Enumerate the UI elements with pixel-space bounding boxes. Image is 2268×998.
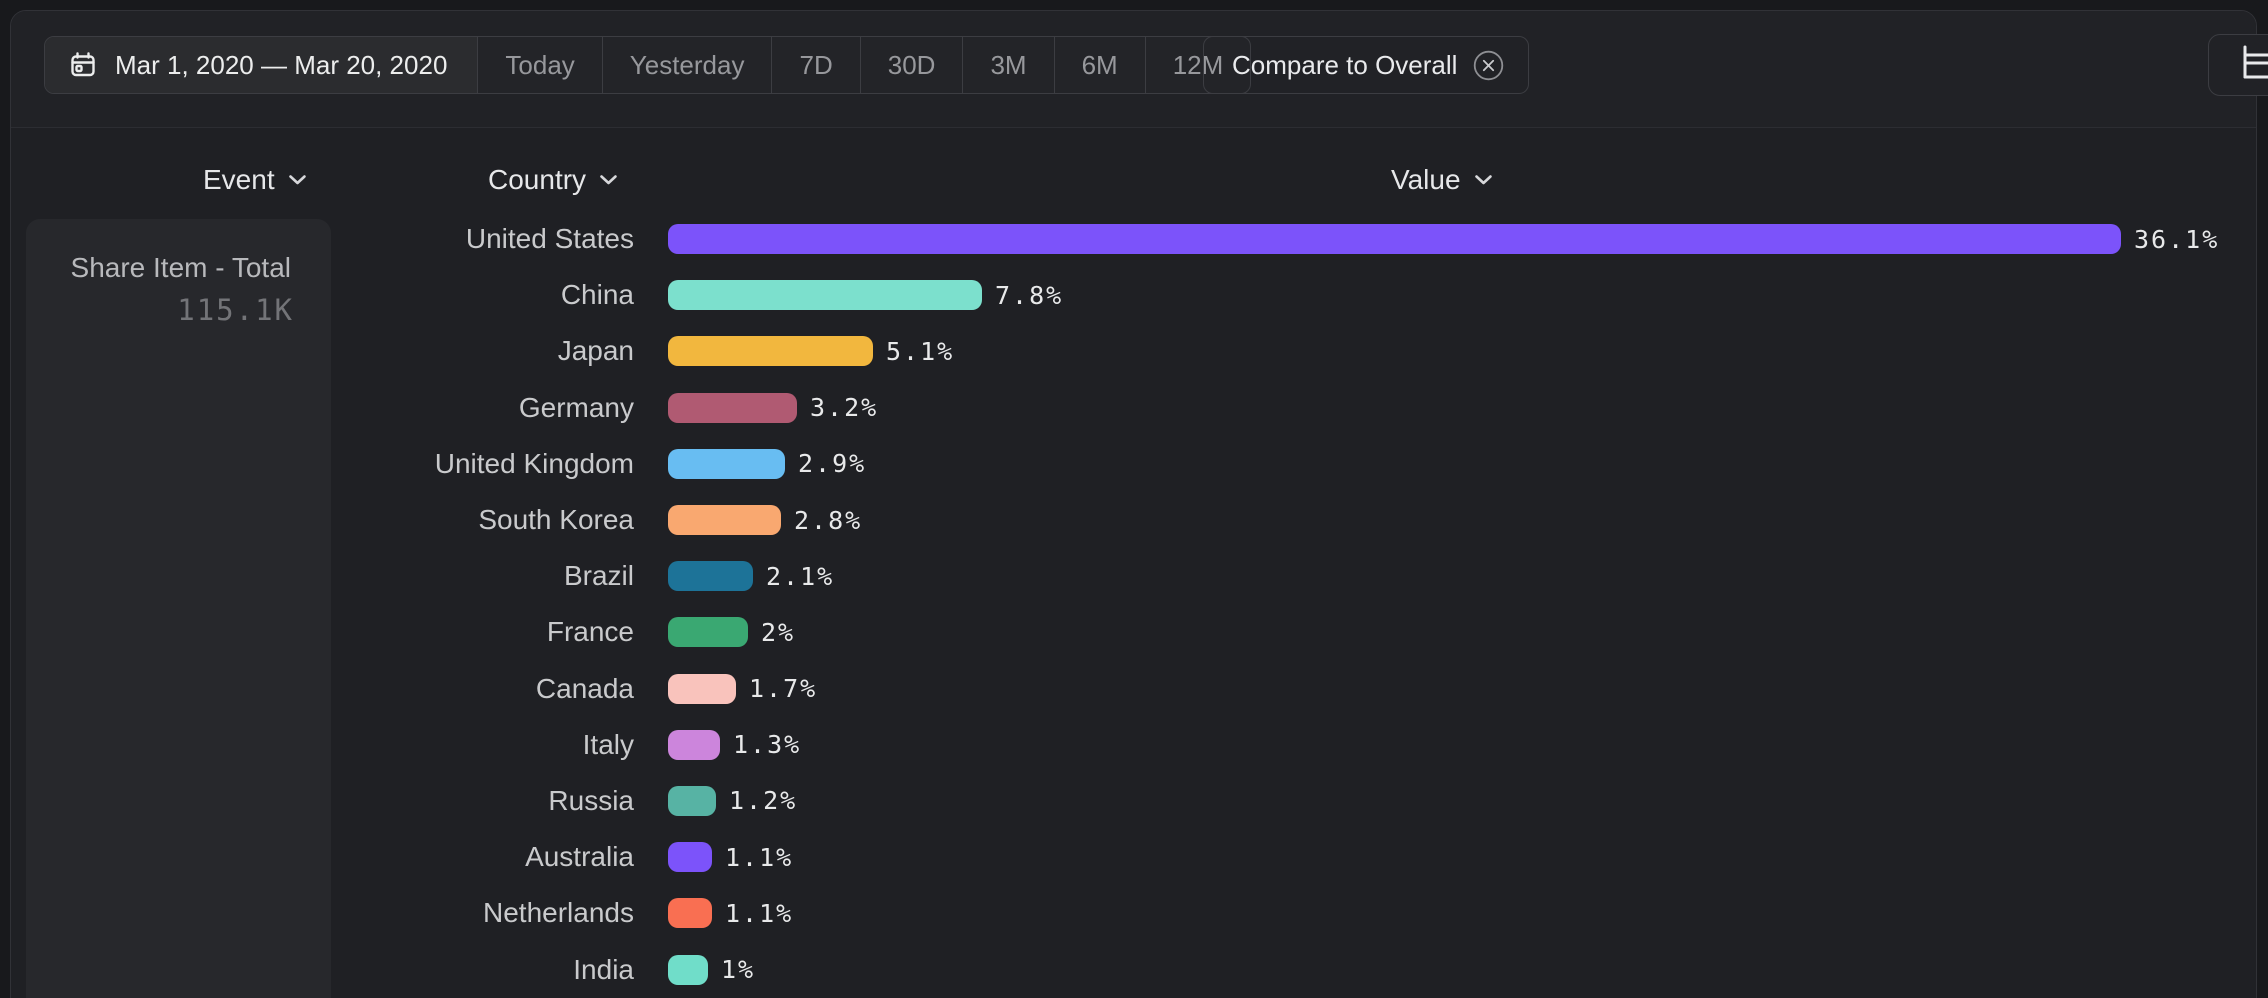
country-label-brazil: Brazil bbox=[563, 560, 634, 592]
country-label-united-kingdom: United Kingdom bbox=[434, 447, 634, 479]
country-label-japan: Japan bbox=[557, 335, 634, 367]
country-label-united-states: United States bbox=[465, 223, 634, 255]
table-row: United States 36.1% bbox=[11, 211, 2258, 267]
bar-germany[interactable] bbox=[668, 392, 797, 423]
toolbar: Mar 1, 2020 — Mar 20, 2020 Today Yesterda… bbox=[11, 11, 2268, 128]
preset-yesterday[interactable]: Yesterday bbox=[601, 37, 772, 93]
report-panel: Mar 1, 2020 — Mar 20, 2020 Today Yesterda… bbox=[10, 10, 2268, 998]
value-label-india: 1% bbox=[721, 955, 756, 985]
value-label-united-kingdom: 2.9% bbox=[798, 449, 867, 479]
value-label-france: 2% bbox=[761, 617, 796, 647]
column-header-country-label: Country bbox=[488, 164, 587, 195]
bar-netherlands[interactable] bbox=[668, 898, 712, 929]
table-row: Canada 1.7% bbox=[11, 661, 2258, 717]
table-row: Netherlands 1.1% bbox=[11, 885, 2258, 941]
bar-chart: United States 36.1% China 7.8% Japan 5.1% Germ… bbox=[11, 211, 2258, 998]
date-presets: Today Yesterday 7D 30D 3M 6M 12M bbox=[477, 37, 1250, 93]
bar-united-kingdom[interactable] bbox=[668, 448, 785, 479]
country-label-south-korea: South Korea bbox=[478, 504, 634, 536]
bar-india[interactable] bbox=[668, 954, 708, 985]
country-label-china: China bbox=[560, 279, 634, 311]
bar-china[interactable] bbox=[668, 280, 982, 311]
remove-compare-icon[interactable] bbox=[1473, 50, 1504, 81]
preset-3m[interactable]: 3M bbox=[962, 37, 1053, 93]
country-label-canada: Canada bbox=[535, 672, 634, 704]
country-label-italy: Italy bbox=[582, 728, 634, 760]
column-header-value-label: Value bbox=[1391, 164, 1461, 195]
table-row: Japan 5.1% bbox=[11, 323, 2258, 379]
bar-italy[interactable] bbox=[668, 729, 720, 760]
bar-russia[interactable] bbox=[668, 785, 716, 816]
event-total-value: 115.1K bbox=[177, 293, 294, 327]
preset-6m[interactable]: 6M bbox=[1053, 37, 1145, 93]
column-header-event[interactable]: Event bbox=[203, 162, 307, 198]
table-row: Australia 1.1% bbox=[11, 829, 2258, 885]
value-label-united-states: 36.1% bbox=[2134, 224, 2220, 254]
preset-30d[interactable]: 30D bbox=[859, 37, 963, 93]
event-card[interactable]: Share Item - Total 115.1K bbox=[26, 219, 331, 998]
country-label-germany: Germany bbox=[518, 391, 634, 423]
country-label-australia: Australia bbox=[525, 841, 634, 873]
bar-united-states[interactable] bbox=[668, 224, 2121, 255]
bar-canada[interactable] bbox=[668, 673, 736, 704]
table-row: China 7.8% bbox=[11, 267, 2258, 323]
column-header-event-label: Event bbox=[203, 164, 275, 195]
country-label-russia: Russia bbox=[548, 784, 634, 816]
bar-brazil[interactable] bbox=[668, 561, 753, 592]
value-label-canada: 1.7% bbox=[749, 674, 818, 704]
bar-south-korea[interactable] bbox=[668, 505, 781, 536]
value-label-china: 7.8% bbox=[995, 280, 1064, 310]
country-label-france: France bbox=[546, 616, 634, 648]
chart-options-button[interactable] bbox=[2208, 34, 2268, 96]
date-range-picker[interactable]: Mar 1, 2020 — Mar 20, 2020 bbox=[45, 37, 478, 93]
bar-france[interactable] bbox=[668, 617, 748, 648]
column-header-country[interactable]: Country bbox=[488, 162, 618, 198]
chevron-down-icon bbox=[1474, 174, 1493, 186]
preset-12m[interactable]: 12M bbox=[1144, 37, 1251, 93]
value-label-netherlands: 1.1% bbox=[725, 898, 794, 928]
value-label-australia: 1.1% bbox=[725, 842, 794, 872]
table-row: United Kingdom 2.9% bbox=[11, 436, 2258, 492]
value-label-italy: 1.3% bbox=[733, 730, 802, 760]
bar-australia[interactable] bbox=[668, 842, 712, 873]
horizontal-bar-chart-icon bbox=[2239, 45, 2268, 85]
country-label-netherlands: Netherlands bbox=[483, 897, 634, 929]
value-label-germany: 3.2% bbox=[810, 393, 879, 423]
compare-chip-label: Compare to Overall bbox=[1232, 49, 1458, 80]
calendar-icon bbox=[69, 51, 97, 79]
preset-today[interactable]: Today bbox=[477, 37, 601, 93]
chevron-down-icon bbox=[288, 174, 307, 186]
table-row: Italy 1.3% bbox=[11, 717, 2258, 773]
date-range-label: Mar 1, 2020 — Mar 20, 2020 bbox=[115, 49, 448, 80]
value-label-japan: 5.1% bbox=[886, 336, 955, 366]
compare-chip[interactable]: Compare to Overall bbox=[1203, 36, 1530, 94]
table-row: India 1% bbox=[11, 941, 2258, 997]
event-name: Share Item - Total bbox=[70, 252, 291, 283]
table-row: South Korea 2.8% bbox=[11, 492, 2258, 548]
column-header-value[interactable]: Value bbox=[1391, 162, 1493, 198]
table-row: Brazil 2.1% bbox=[11, 548, 2258, 604]
table-row: Russia 1.2% bbox=[11, 773, 2258, 829]
chevron-down-icon bbox=[599, 174, 618, 186]
table-row: France 2% bbox=[11, 604, 2258, 660]
table-row: Germany 3.2% bbox=[11, 380, 2258, 436]
country-label-india: India bbox=[573, 953, 634, 985]
value-label-south-korea: 2.8% bbox=[794, 505, 863, 535]
preset-7d[interactable]: 7D bbox=[771, 37, 859, 93]
value-label-russia: 1.2% bbox=[729, 786, 798, 816]
bar-japan[interactable] bbox=[668, 336, 873, 367]
value-label-brazil: 2.1% bbox=[766, 561, 835, 591]
date-range-group: Mar 1, 2020 — Mar 20, 2020 Today Yesterda… bbox=[44, 36, 1252, 94]
